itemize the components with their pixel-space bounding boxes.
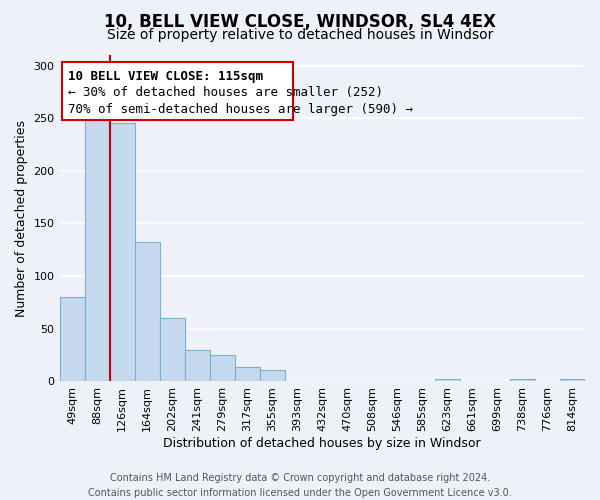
Text: 10, BELL VIEW CLOSE, WINDSOR, SL4 4EX: 10, BELL VIEW CLOSE, WINDSOR, SL4 4EX (104, 12, 496, 30)
Bar (85, 118, 110, 382)
Text: Size of property relative to detached houses in Windsor: Size of property relative to detached ho… (107, 28, 493, 42)
Bar (560, 380, 585, 382)
Text: Contains HM Land Registry data © Crown copyright and database right 2024.
Contai: Contains HM Land Registry data © Crown c… (88, 472, 512, 498)
Bar (59, 297, 85, 382)
Bar (510, 380, 535, 382)
Y-axis label: Number of detached properties: Number of detached properties (15, 120, 28, 316)
Text: 10 BELL VIEW CLOSE: 115sqm: 10 BELL VIEW CLOSE: 115sqm (68, 70, 263, 82)
FancyBboxPatch shape (62, 62, 293, 120)
Bar (160, 318, 185, 382)
Bar (209, 355, 235, 382)
Text: 70% of semi-detached houses are larger (590) →: 70% of semi-detached houses are larger (… (68, 104, 413, 117)
Text: ← 30% of detached houses are smaller (252): ← 30% of detached houses are smaller (25… (68, 86, 383, 100)
Bar (435, 380, 460, 382)
Bar (185, 350, 209, 382)
Bar (110, 124, 134, 382)
Bar (134, 242, 160, 382)
Bar (235, 366, 260, 382)
Bar (260, 370, 285, 382)
X-axis label: Distribution of detached houses by size in Windsor: Distribution of detached houses by size … (163, 437, 481, 450)
